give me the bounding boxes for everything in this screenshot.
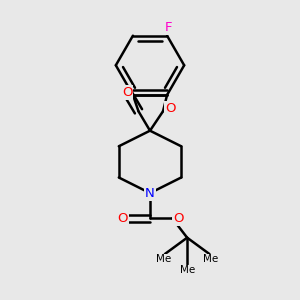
Text: Me: Me bbox=[203, 254, 219, 264]
Text: N: N bbox=[145, 187, 155, 200]
Text: O: O bbox=[173, 212, 184, 225]
Text: O: O bbox=[122, 85, 132, 99]
Text: O: O bbox=[165, 102, 176, 116]
Text: Me: Me bbox=[179, 266, 195, 275]
Text: O: O bbox=[117, 212, 128, 225]
Text: F: F bbox=[165, 21, 172, 34]
Text: Me: Me bbox=[156, 254, 171, 264]
